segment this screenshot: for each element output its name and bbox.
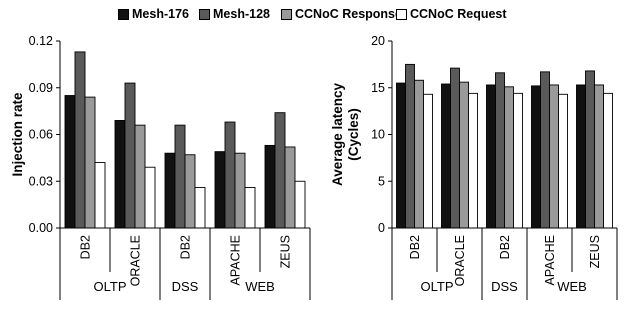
chart2-bar-ccnoc-response-2	[459, 81, 469, 229]
legend-label-mesh-176: Mesh-176	[132, 7, 189, 21]
chart1-bar-ccnoc-response-4	[234, 152, 246, 229]
legend-swatch-ccnoc-response	[281, 8, 292, 20]
chart2-bar-mesh-128-2	[450, 67, 460, 229]
chart1-bar-mesh-128-2	[124, 82, 136, 229]
chart1-group-label-oltp: OLTP	[94, 279, 127, 294]
chart1-bar-mesh-176-1	[64, 95, 76, 229]
chart1-bar-ccnoc-request-5	[294, 180, 306, 229]
chart2-bar-ccnoc-request-3	[513, 92, 523, 229]
legend: Mesh-176 Mesh-128 CCNoC Response CCNoC R…	[0, 4, 626, 24]
chart1-bar-ccnoc-response-3	[184, 154, 196, 229]
chart1-bar-ccnoc-response-1	[84, 96, 96, 229]
chart2-bar-ccnoc-response-5	[594, 84, 604, 229]
chart2-bar-mesh-128-3	[495, 72, 505, 229]
chart2-group-label-dss: DSS	[491, 279, 518, 294]
chart2-category-label: ORACLE	[453, 235, 467, 286]
chart1-bar-ccnoc-response-2	[134, 124, 146, 229]
chart2-y-tick-label: 5	[378, 174, 385, 188]
chart1-y-axis-label: Injection rate	[10, 92, 25, 177]
chart1-bar-mesh-176-4	[214, 151, 226, 229]
chart1-bar-ccnoc-request-2	[144, 166, 156, 229]
chart2-bar-mesh-176-5	[576, 84, 586, 229]
chart2-bar-mesh-128-1	[405, 63, 415, 229]
chart2-category-label: APACHE	[543, 235, 557, 285]
legend-label-mesh-128: Mesh-128	[213, 7, 270, 21]
chart1-y-tick-label: 0.00	[29, 221, 53, 235]
chart1-bar-mesh-128-4	[224, 121, 236, 229]
chart2-bar-ccnoc-request-4	[558, 93, 568, 229]
chart2-category-label: DB2	[498, 235, 512, 259]
chart1-bar-mesh-176-3	[164, 152, 176, 229]
legend-label-ccnoc-response: CCNoC Response	[295, 7, 402, 21]
chart2-y-tick-label: 15	[371, 81, 385, 95]
chart2-bar-ccnoc-response-1	[414, 79, 424, 229]
chart1-bar-mesh-176-5	[264, 144, 276, 229]
chart2-bar-mesh-176-1	[396, 82, 406, 229]
chart1-bar-mesh-128-1	[74, 51, 86, 229]
chart2-group-label-oltp: OLTP	[421, 279, 454, 294]
chart2-y-tick-label: 0	[378, 221, 385, 235]
chart2-category-label: DB2	[408, 235, 422, 259]
chart2-bar-ccnoc-response-4	[549, 84, 559, 229]
chart2-bar-ccnoc-request-1	[423, 93, 433, 229]
legend-swatch-mesh-176	[118, 8, 129, 20]
chart1-y-tick-label: 0.03	[29, 174, 53, 188]
chart1-category-label: ZEUS	[279, 235, 293, 268]
chart1-bar-ccnoc-request-1	[94, 162, 106, 229]
legend-item-mesh-176: Mesh-176	[118, 4, 189, 24]
chart1-category-label: DB2	[179, 235, 193, 259]
chart1-bar-ccnoc-request-4	[244, 187, 256, 229]
chart1-bar-mesh-176-2	[114, 120, 126, 229]
chart1-category-label: ORACLE	[129, 235, 143, 286]
chart2-bar-mesh-128-5	[585, 70, 595, 229]
chart2-group-label-web: WEB	[557, 279, 587, 294]
chart1-group-label-web: WEB	[245, 279, 275, 294]
chart2-bar-mesh-176-4	[531, 85, 541, 229]
chart2-y-tick-label: 10	[371, 128, 385, 142]
chart1-group-label-dss: DSS	[172, 279, 199, 294]
chart1-y-tick-label: 0.06	[29, 128, 53, 142]
chart1-y-tick-label: 0.09	[29, 81, 53, 95]
legend-label-ccnoc-request: CCNoC Request	[410, 7, 507, 21]
chart2-bar-mesh-176-3	[486, 84, 496, 229]
chart1-y-tick-label: 0.12	[29, 34, 53, 48]
legend-swatch-mesh-128	[199, 8, 210, 20]
chart1-category-label: DB2	[79, 235, 93, 259]
chart2-category-label: ZEUS	[588, 235, 602, 268]
legend-item-ccnoc-response: CCNoC Response	[281, 4, 402, 24]
chart1-bar-ccnoc-request-3	[194, 187, 206, 229]
chart2-bar-ccnoc-response-3	[504, 86, 514, 229]
chart2-bar-ccnoc-request-2	[468, 92, 478, 229]
chart2-y-tick-label: 20	[371, 34, 385, 48]
chart2-bar-ccnoc-request-5	[603, 92, 613, 229]
legend-item-mesh-128: Mesh-128	[199, 4, 270, 24]
chart1-bar-ccnoc-response-5	[284, 146, 296, 229]
legend-swatch-ccnoc-request	[396, 8, 407, 20]
chart1-bar-mesh-128-5	[274, 112, 286, 229]
chart1-category-label: APACHE	[229, 235, 243, 285]
chart2-bar-mesh-128-4	[540, 71, 550, 229]
chart2-bar-mesh-176-2	[441, 83, 451, 229]
chart2-y-axis-label: Average latency(Cycles)	[330, 82, 361, 186]
legend-item-ccnoc-request: CCNoC Request	[396, 4, 507, 24]
chart1-bar-mesh-128-3	[174, 124, 186, 229]
